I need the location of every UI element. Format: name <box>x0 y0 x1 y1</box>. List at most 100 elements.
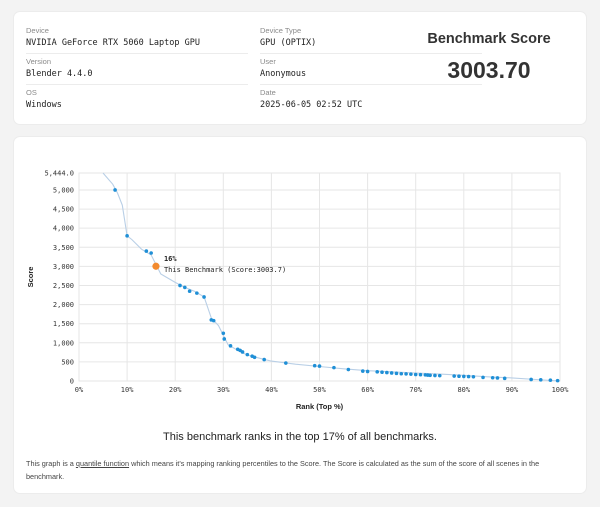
divider <box>26 84 248 85</box>
x-tick-label: 30% <box>217 386 230 394</box>
device-type-value: GPU (OPTIX) <box>260 38 317 48</box>
benchmark-point[interactable] <box>149 251 153 255</box>
benchmark-point[interactable] <box>538 378 543 382</box>
os-value: Windows <box>26 100 62 110</box>
date-label: Date <box>260 88 276 97</box>
divider <box>260 84 482 85</box>
y-tick-label: 2,500 <box>53 282 74 290</box>
y-tick-label: 2,000 <box>53 301 74 309</box>
benchmark-point[interactable] <box>252 355 257 360</box>
x-tick-label: 70% <box>409 386 422 394</box>
benchmark-point[interactable] <box>413 372 418 377</box>
benchmark-point[interactable] <box>187 289 192 294</box>
benchmark-point[interactable] <box>221 331 226 336</box>
os-label: OS <box>26 88 37 97</box>
benchmark-point[interactable] <box>262 357 266 362</box>
device-type-label: Device Type <box>260 26 302 35</box>
ranking-chart-card: 0 500 1,000 1,500 2,000 2,500 3,000 3,500 4,000 4… <box>14 137 586 493</box>
benchmark-point[interactable] <box>346 367 351 372</box>
benchmark-point[interactable] <box>317 364 322 368</box>
footnote-text-end: which means it's mapping ranking percent… <box>26 459 540 481</box>
benchmark-point[interactable] <box>360 369 365 373</box>
benchmark-point[interactable] <box>399 371 404 376</box>
benchmark-point[interactable] <box>240 350 245 354</box>
user-field: User Anonymous <box>260 57 482 85</box>
benchmark-point[interactable] <box>502 376 507 381</box>
benchmark-info-card: Device NVIDIA GeForce RTX 5060 Laptop GP… <box>14 12 586 124</box>
benchmark-point[interactable] <box>195 291 199 295</box>
benchmark-point[interactable] <box>375 370 380 374</box>
benchmark-point[interactable] <box>495 376 500 380</box>
y-tick-label: 4,500 <box>53 206 74 214</box>
y-tick-label: 500 <box>61 358 74 366</box>
benchmark-point[interactable] <box>490 375 495 380</box>
benchmark-point[interactable] <box>457 374 461 379</box>
benchmark-point[interactable] <box>284 361 288 365</box>
benchmark-point[interactable] <box>466 374 471 379</box>
date-value: 2025-06-05 02:52 UTC <box>260 100 363 110</box>
benchmark-score-title: Benchmark Score <box>427 31 551 47</box>
benchmark-point[interactable] <box>245 352 250 357</box>
benchmark-point[interactable] <box>211 318 216 323</box>
divider <box>260 53 482 54</box>
device-field: Device NVIDIA GeForce RTX 5060 Laptop GP… <box>26 26 248 54</box>
benchmark-point[interactable] <box>178 283 182 288</box>
benchmark-point[interactable] <box>125 234 129 238</box>
benchmark-point[interactable] <box>228 344 233 348</box>
device-value: NVIDIA GeForce RTX 5060 Laptop GPU <box>26 38 200 48</box>
version-value: Blender 4.4.0 <box>26 69 93 79</box>
benchmark-point[interactable] <box>529 377 533 382</box>
device-type-field: Device Type GPU (OPTIX) <box>260 26 482 54</box>
benchmark-point[interactable] <box>202 295 206 299</box>
benchmark-point[interactable] <box>548 378 553 383</box>
highlight-score-label: This Benchmark (Score:3003.7) <box>164 266 286 274</box>
rank-summary-text: This benchmark ranks in the top 17% of a… <box>163 431 437 443</box>
benchmark-point[interactable] <box>380 370 384 375</box>
quantile-function-link[interactable]: quantile function <box>75 459 130 468</box>
highlight-rank-label: 16% <box>164 255 177 263</box>
footnote-text-start: This graph is a <box>26 459 76 468</box>
x-tick-label: 80% <box>457 386 470 394</box>
benchmark-point[interactable] <box>433 373 437 378</box>
x-tick-label: 50% <box>313 386 326 394</box>
device-label: Device <box>26 26 49 35</box>
y-tick-label: 5,000 <box>53 186 74 194</box>
version-label: Version <box>26 57 52 66</box>
benchmark-point[interactable] <box>418 372 423 377</box>
benchmark-point[interactable] <box>183 285 187 290</box>
quantile-curve-line <box>102 172 561 382</box>
benchmark-point[interactable] <box>222 337 227 341</box>
user-label: User <box>260 57 276 66</box>
y-tick-label: 0 <box>70 378 74 386</box>
user-value: Anonymous <box>260 69 307 79</box>
benchmark-score-value: 3003.70 <box>447 57 531 83</box>
benchmark-point[interactable] <box>428 373 432 378</box>
x-tick-label: 90% <box>506 386 519 394</box>
version-field: Version Blender 4.4.0 <box>26 57 248 85</box>
benchmark-point[interactable] <box>332 365 336 370</box>
benchmark-point[interactable] <box>437 373 442 378</box>
benchmark-point[interactable] <box>113 188 117 192</box>
this-benchmark-point[interactable] <box>152 262 160 270</box>
benchmark-point[interactable] <box>481 375 485 380</box>
benchmark-point[interactable] <box>471 374 476 379</box>
x-tick-label: 40% <box>265 386 278 394</box>
benchmark-point[interactable] <box>409 372 413 376</box>
benchmark-point[interactable] <box>452 374 456 378</box>
benchmark-point[interactable] <box>144 249 149 253</box>
x-tick-label: 20% <box>169 386 182 394</box>
quantile-chart[interactable]: 0 500 1,000 1,500 2,000 2,500 3,000 3,500 4,000 4… <box>14 137 586 427</box>
benchmark-point[interactable] <box>312 363 317 368</box>
benchmark-point[interactable] <box>385 370 389 375</box>
chart-footnote: This graph is a quantile function which … <box>26 457 574 483</box>
benchmark-point[interactable] <box>389 371 394 375</box>
benchmark-point[interactable] <box>394 371 399 376</box>
divider <box>26 53 248 54</box>
x-tick-label: 100% <box>552 386 570 394</box>
date-field: Date 2025-06-05 02:52 UTC <box>260 88 482 116</box>
benchmark-point[interactable] <box>404 372 408 376</box>
x-tick-label: 10% <box>121 386 134 394</box>
benchmark-point[interactable] <box>555 378 560 383</box>
benchmark-point[interactable] <box>365 369 370 374</box>
benchmark-point[interactable] <box>462 374 466 379</box>
